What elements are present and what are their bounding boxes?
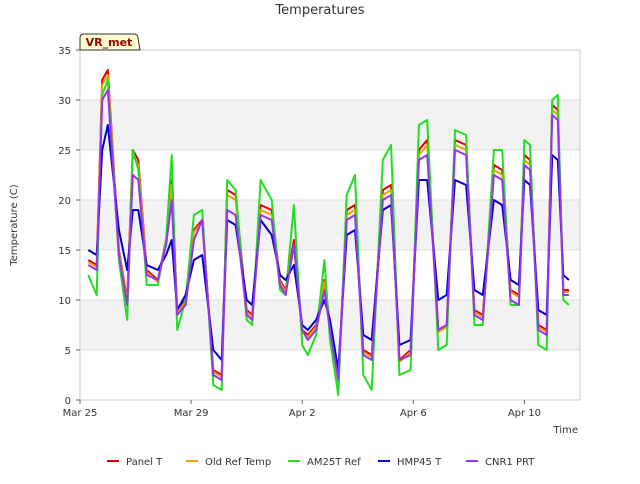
series-lines [87,69,570,396]
x-tick-label: Apr 10 [508,408,541,419]
y-tick-label: 30 [58,96,71,107]
series-line-cnr1-prt [87,89,569,381]
station-badge: VR_met [79,33,141,51]
station-badge-label: VR_met [86,36,133,49]
x-tick-label: Apr 6 [400,408,427,419]
legend: Panel T Old Ref Temp AM25T Ref HMP45 T CNR1 … [107,457,535,468]
x-axis-label: Time [553,425,578,436]
grid-band [80,100,580,150]
x-tick-label: Apr 2 [289,408,316,419]
plot-area [79,49,581,401]
y-tick-label: 0 [65,396,71,407]
legend-label: AM25T Ref [307,457,361,468]
legend-label: Panel T [126,457,163,468]
y-tick-label: 15 [58,246,71,257]
y-tick-label: 25 [58,146,71,157]
grid-band [80,200,580,250]
chart-title: Temperatures [274,3,364,18]
x-tick-label: Mar 25 [63,408,98,419]
background-bands [80,100,580,350]
series-line-hmp45-t [87,124,570,371]
legend-label: CNR1 PRT [485,457,535,468]
axes: 0 5 10 15 20 25 30 35 Mar 25 Mar 29 Apr 2 Apr 6 Apr … [58,46,541,419]
y-axis-label: Temperature (C) [9,184,20,266]
y-tick-label: 35 [58,46,71,57]
y-tick-label: 10 [58,296,71,307]
y-tick-label: 20 [58,196,71,207]
y-tick-label: 5 [65,346,71,357]
legend-label: Old Ref Temp [205,457,271,468]
legend-label: HMP45 T [397,457,442,468]
x-tick-label: Mar 29 [174,408,209,419]
